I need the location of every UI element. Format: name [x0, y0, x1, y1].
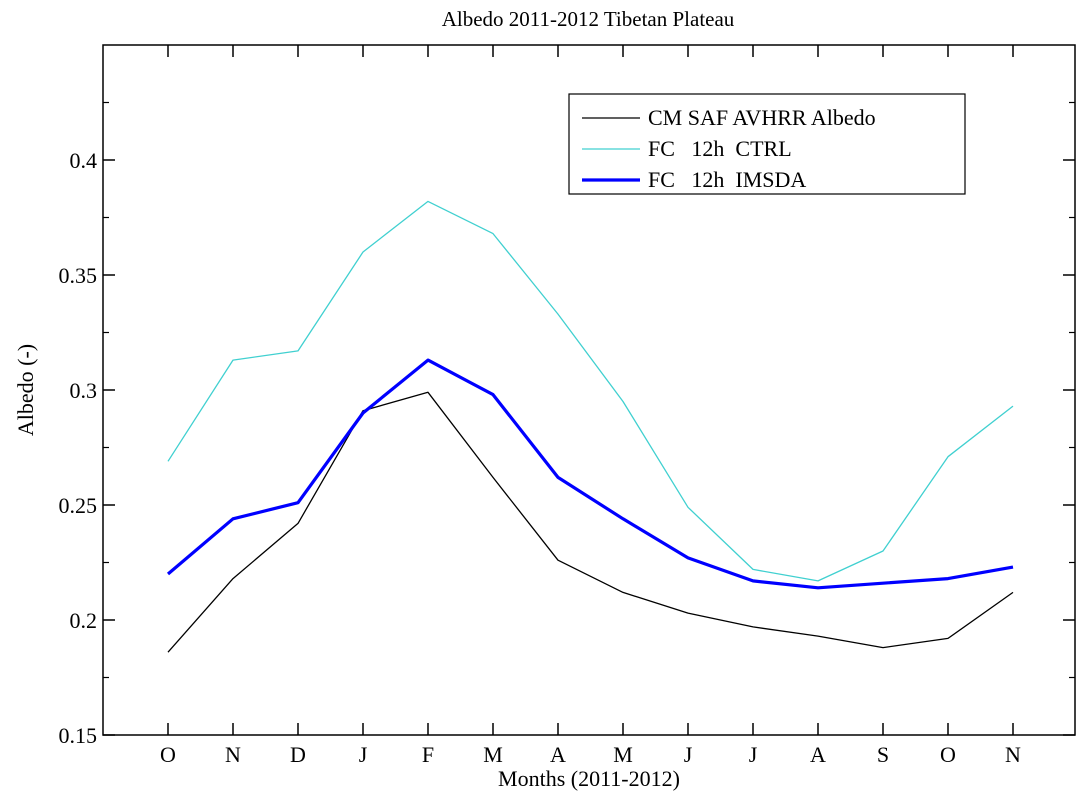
x-tick-label: M: [613, 742, 633, 767]
legend-box: [568, 93, 966, 195]
legend-label-3: FC 12h IMSDA: [648, 167, 806, 192]
y-tick-label: 0.15: [59, 723, 98, 748]
x-tick-label: N: [225, 742, 241, 767]
x-tick-label: M: [483, 742, 503, 767]
series-line-2: [167, 200, 1014, 582]
x-tick-label: J: [359, 742, 368, 767]
y-tick-label: 0.35: [59, 263, 98, 288]
series-line-3: [166, 358, 1014, 590]
y-axis-label: Albedo (-): [13, 344, 38, 436]
legend-label-1: CM SAF AVHRR Albedo: [648, 105, 876, 130]
series-line-1: [167, 391, 1014, 653]
legend: CM SAF AVHRR Albedo FC 12h CTRL FC 12h IMS…: [568, 93, 966, 195]
y-tick-label: 0.3: [70, 378, 98, 403]
x-tick-label: N: [1005, 742, 1021, 767]
x-tick-label: J: [749, 742, 758, 767]
x-tick-label: A: [550, 742, 566, 767]
x-tick-label: A: [810, 742, 826, 767]
x-axis-label: Months (2011-2012): [498, 766, 680, 791]
x-tick-label: S: [877, 742, 889, 767]
chart-title: Albedo 2011-2012 Tibetan Plateau: [442, 7, 735, 31]
x-tick-label: D: [290, 742, 306, 767]
y-tick-label: 0.4: [70, 148, 98, 173]
axis-ticks: 0.15 0.2 0.25 0.3 0.35 0.4 O N D J F M A M J J A S O N: [59, 45, 1075, 767]
x-tick-label: O: [940, 742, 956, 767]
legend-label-2: FC 12h CTRL: [648, 136, 792, 161]
x-tick-label: O: [160, 742, 176, 767]
x-tick-label: J: [684, 742, 693, 767]
series-layer: [166, 200, 1014, 653]
y-tick-label: 0.25: [59, 493, 98, 518]
x-tick-label: F: [422, 742, 434, 767]
y-tick-label: 0.2: [70, 608, 98, 633]
